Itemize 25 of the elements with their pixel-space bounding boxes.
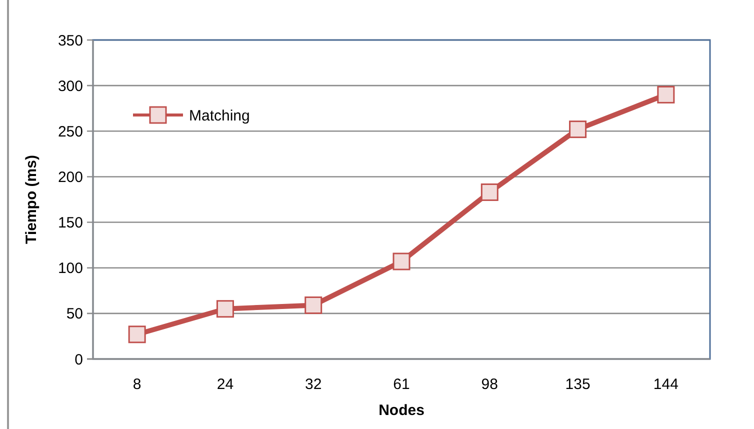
x-tick-label: 135: [565, 376, 590, 393]
x-tick-label: 8: [132, 376, 142, 393]
point: [392, 252, 410, 270]
x-tick-label: 61: [393, 376, 410, 393]
point: [216, 300, 234, 318]
y-tick-label: 250: [58, 123, 83, 140]
point: [128, 326, 146, 344]
y-tick-label: 350: [58, 32, 83, 50]
x-axis-title: Nodes: [378, 402, 424, 419]
point: [569, 120, 587, 138]
y-tick-label: 150: [58, 214, 83, 232]
y-tick-label: 50: [66, 306, 83, 323]
y-tick-label: 0: [74, 351, 83, 368]
point: [657, 86, 675, 104]
x-tick-label: 98: [481, 376, 498, 393]
legend-label: Matching: [189, 107, 250, 124]
point: [304, 296, 322, 314]
x-tick-label: 144: [653, 376, 678, 393]
point: [480, 183, 498, 201]
x-tick-label: 32: [305, 376, 322, 393]
x-tick-label: 24: [216, 376, 234, 393]
y-axis-title: Tiempo (ms): [23, 155, 40, 244]
y-tick-label: 300: [58, 78, 83, 95]
y-tick-label: 100: [58, 260, 83, 278]
y-tick-label: 200: [58, 168, 83, 186]
